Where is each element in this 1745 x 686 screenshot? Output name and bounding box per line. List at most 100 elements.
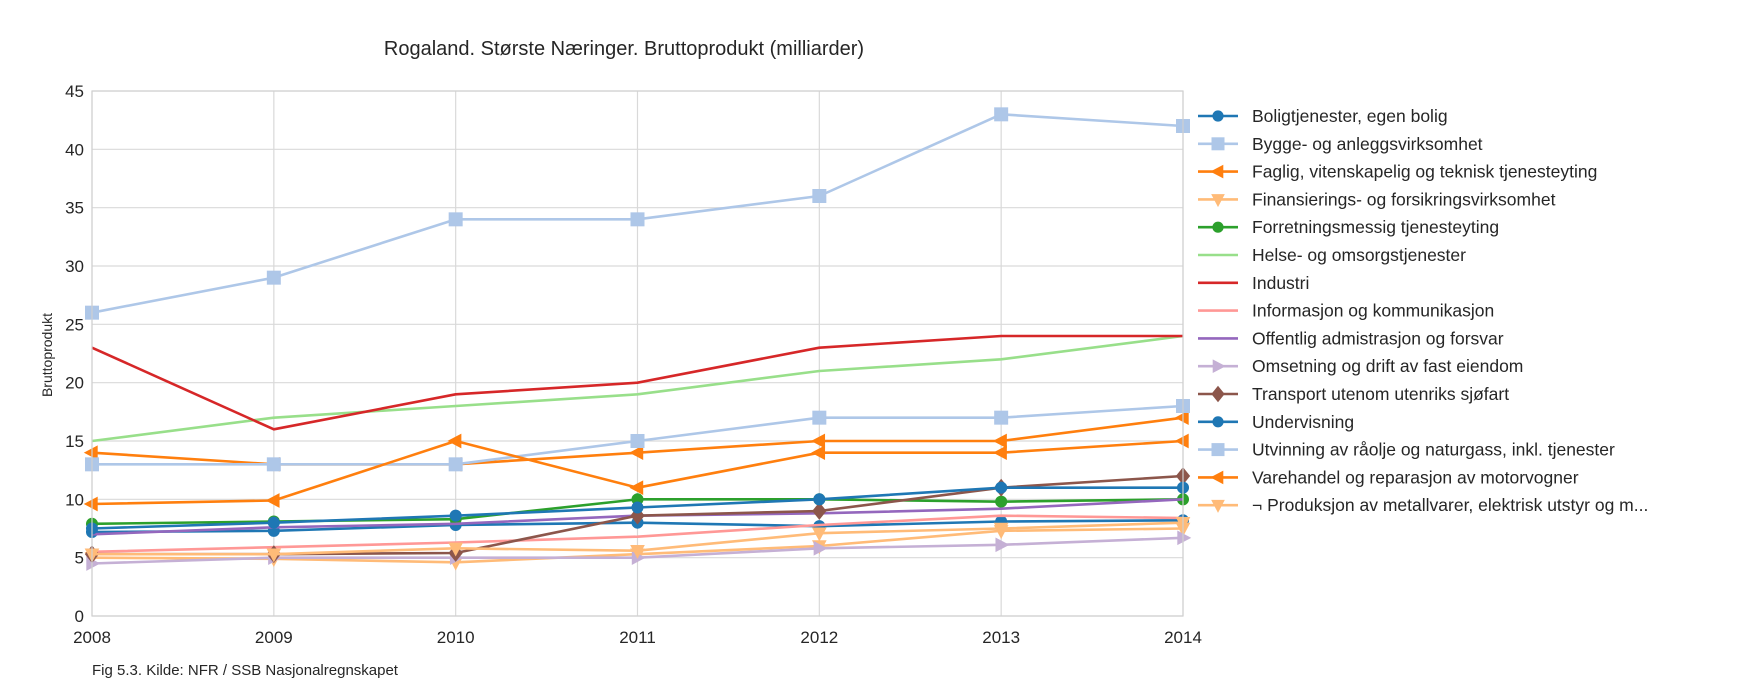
data-point <box>630 434 645 448</box>
data-point <box>630 212 645 227</box>
y-tick-label: 5 <box>75 549 84 568</box>
data-point <box>630 506 645 525</box>
data-point <box>266 270 281 285</box>
legend-label: Omsetning og drift av fast eiendom <box>1252 356 1523 376</box>
data-point <box>813 493 826 506</box>
x-tick-label: 2011 <box>619 628 656 647</box>
legend-item: ¬ Produksjon av metallvarer, elektrisk u… <box>1198 495 1648 515</box>
data-point <box>1212 416 1224 428</box>
data-point <box>992 445 1007 460</box>
data-point <box>1211 385 1225 403</box>
legend-label: Bygge- og anleggsvirksomhet <box>1252 134 1483 154</box>
data-point <box>811 445 826 460</box>
legend-item: Omsetning og drift av fast eiendom <box>1198 356 1523 376</box>
legend-item: Helse- og omsorgstjenester <box>1198 245 1466 265</box>
data-point <box>1211 194 1225 208</box>
data-point <box>629 445 644 460</box>
series-line <box>91 334 1184 443</box>
data-point <box>448 212 463 227</box>
data-point <box>267 516 280 529</box>
data-point <box>1211 443 1225 457</box>
legend-item: Forretningsmessig tjenesteyting <box>1198 217 1499 237</box>
legend-item: Undervisning <box>1198 412 1354 432</box>
y-tick-label: 45 <box>65 82 84 101</box>
data-point <box>1212 110 1224 122</box>
legend-label: Undervisning <box>1252 412 1354 432</box>
x-tick-label: 2012 <box>800 628 838 647</box>
chart-title: Rogaland. Største Næringer. Bruttoproduk… <box>384 38 864 60</box>
data-point <box>1211 499 1225 513</box>
legend-label: Helse- og omsorgstjenester <box>1252 245 1466 265</box>
data-point <box>631 501 644 514</box>
y-tick-label: 25 <box>65 315 84 334</box>
data-point <box>1212 359 1226 374</box>
legend-label: Forretningsmessig tjenesteyting <box>1252 217 1499 237</box>
data-point <box>1212 221 1224 233</box>
data-point <box>83 445 98 460</box>
legend-item: Bygge- og anleggsvirksomhet <box>1198 134 1483 154</box>
series-2 <box>85 107 1190 320</box>
data-point <box>1177 530 1192 546</box>
data-point <box>629 480 644 495</box>
legend-label: Boligtjenester, egen bolig <box>1252 106 1448 126</box>
data-point <box>447 433 462 449</box>
data-point <box>83 496 98 512</box>
legend-label: Industri <box>1252 273 1309 293</box>
legend-item: Transport utenom utenriks sjøfart <box>1198 384 1509 404</box>
legend-item: Offentlig admistrasjon og forsvar <box>1198 328 1504 348</box>
data-point <box>995 537 1010 553</box>
data-point <box>811 433 826 449</box>
series-7 <box>91 334 1183 431</box>
legend: Boligtjenester, egen bolig Bygge- og anle… <box>1198 106 1648 515</box>
data-point <box>266 548 282 563</box>
data-point <box>448 542 463 557</box>
data-point <box>993 522 1009 537</box>
legend-label: Faglig, vitenskapelig og teknisk tjenest… <box>1252 162 1597 182</box>
legend-label: Transport utenom utenriks sjøfart <box>1252 384 1509 404</box>
y-axis-label: Bruttoprodukt <box>39 313 55 397</box>
data-point <box>813 541 828 556</box>
legend-label: Offentlig admistrasjon og forsvar <box>1252 328 1504 348</box>
data-point <box>994 107 1009 122</box>
data-point <box>812 502 827 520</box>
y-tick-label: 10 <box>65 490 84 509</box>
x-tick-label: 2009 <box>255 628 293 647</box>
figure-caption: Fig 5.3. Kilde: NFR / SSB Nasjonalregnsk… <box>92 662 399 679</box>
y-tick-label: 0 <box>75 607 84 626</box>
data-point <box>812 189 827 203</box>
plot-frame <box>91 90 1184 617</box>
data-point <box>1174 410 1189 425</box>
data-point <box>266 457 281 472</box>
data-point <box>1211 137 1225 151</box>
data-point <box>995 481 1008 494</box>
legend-item: Boligtjenester, egen bolig <box>1198 106 1448 126</box>
data-point <box>995 495 1008 508</box>
legend-item: Industri <box>1198 273 1309 293</box>
data-point <box>1210 470 1224 485</box>
data-point <box>265 493 280 508</box>
y-tick-label: 40 <box>65 140 84 159</box>
data-point <box>1174 433 1189 449</box>
series-6 <box>91 334 1184 443</box>
legend-item: Finansierings- og forsikringsvirksomhet <box>1198 189 1556 209</box>
legend-item: Utvinning av råolje og naturgass, inkl. … <box>1198 440 1615 460</box>
x-tick-label: 2013 <box>982 628 1020 647</box>
data-point <box>1210 164 1224 179</box>
data-point <box>994 410 1009 425</box>
legend-label: ¬ Produksjon av metallvarer, elektrisk u… <box>1252 495 1648 515</box>
y-tick-label: 30 <box>65 257 84 276</box>
data-point <box>992 433 1007 449</box>
series-12 <box>85 481 1190 535</box>
series-line <box>91 334 1183 431</box>
data-point <box>630 544 645 559</box>
x-tick-label: 2014 <box>1164 628 1202 647</box>
data-point <box>448 457 463 472</box>
x-tick-label: 2010 <box>437 628 475 647</box>
legend-label: Informasjon og kommunikasjon <box>1252 301 1494 321</box>
x-tick-label: 2008 <box>73 628 111 647</box>
data-point <box>449 509 462 522</box>
y-tick-label: 35 <box>65 199 84 218</box>
legend-item: Varehandel og reparasjon av motorvogner <box>1198 467 1579 487</box>
data-point <box>812 527 827 542</box>
